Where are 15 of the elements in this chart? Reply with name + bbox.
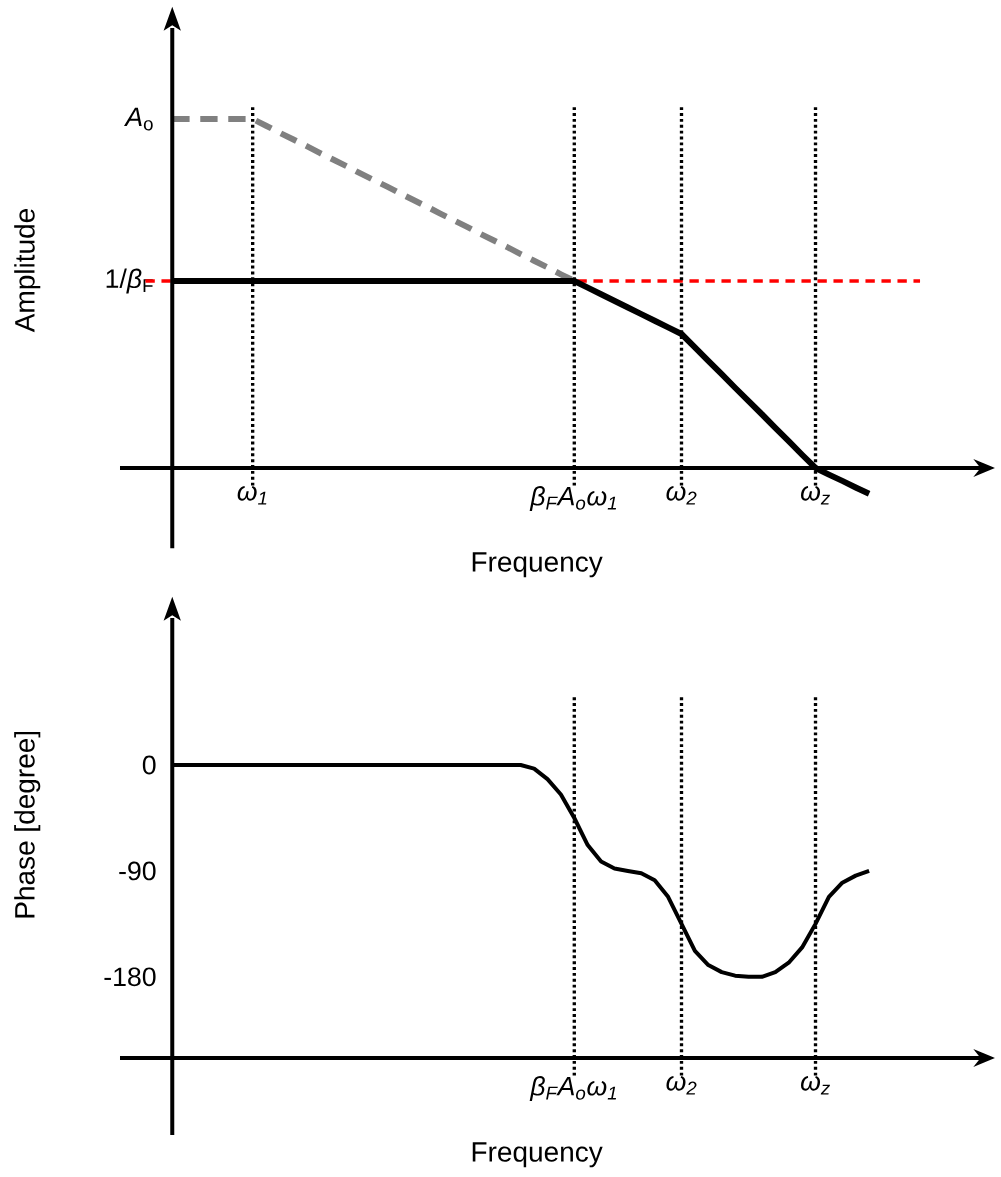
x-axis-title: Frequency xyxy=(472,1142,603,1168)
x-tick-label: ω$_{1}$ xyxy=(237,486,267,505)
x-tick-label: ω$_{2}$ xyxy=(666,486,697,505)
y-axis-title: Phase [degree] xyxy=(14,731,41,918)
x-axis-title: Frequency xyxy=(472,552,603,578)
x-tick-label: β$_{F}$A$_{o}$ω$_{1}$ xyxy=(529,486,617,511)
y-tick-label: 0 xyxy=(142,755,156,775)
x-tick-label: β$_{F}$A$_{o}$ω$_{1}$ xyxy=(529,1076,617,1101)
x-tick-label: ω$_{2}$ xyxy=(666,1076,697,1095)
x-tick-label: ω$_{z}$ xyxy=(801,1076,830,1095)
y-tick-label: -90 xyxy=(119,861,156,881)
y-axis-title: Amplitude xyxy=(14,209,41,333)
y-tick-label: -180 xyxy=(104,967,156,987)
x-tick-label: ω$_{z}$ xyxy=(801,486,830,505)
text: A$_{o}$ xyxy=(124,107,153,131)
